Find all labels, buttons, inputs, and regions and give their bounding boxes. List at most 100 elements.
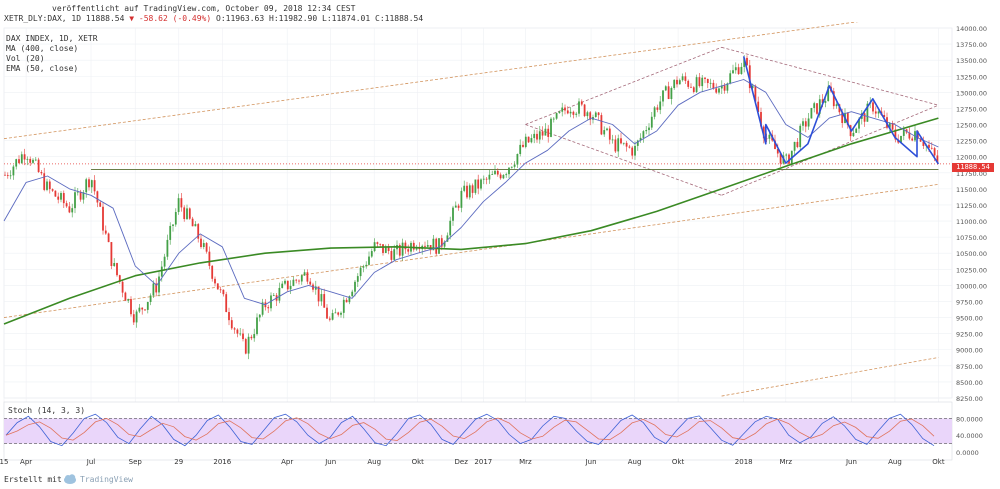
candle-body xyxy=(124,292,127,301)
ticker-line: XETR_DLY:DAX, 1D 11888.54 ▼ -58.62 (-0.4… xyxy=(4,14,423,23)
lower-trend-line xyxy=(721,357,939,397)
candle-body xyxy=(104,230,107,234)
ema50-line xyxy=(3,79,939,306)
candle-body xyxy=(76,191,79,193)
wedge-bottom-right xyxy=(721,104,939,196)
candle-body xyxy=(726,83,729,91)
stoch-tick-label: 40.0000 xyxy=(956,432,983,440)
candle-body xyxy=(214,278,216,284)
candle-body xyxy=(127,299,130,301)
grid-lines xyxy=(3,27,953,452)
candle-body xyxy=(138,307,141,312)
header-bar: veröffentlicht auf TradingView.com, Octo… xyxy=(0,0,1000,23)
candle-body xyxy=(760,112,762,127)
candle-body xyxy=(670,88,673,99)
candle-body xyxy=(197,224,200,239)
x-tick-label: Jun xyxy=(845,458,857,466)
candle-body xyxy=(18,159,20,163)
candle-body xyxy=(916,131,919,139)
candle-body xyxy=(96,191,99,203)
candle-body xyxy=(496,170,499,175)
candle-body xyxy=(289,285,292,290)
candle-body xyxy=(779,153,782,164)
candle-body xyxy=(169,225,172,240)
candle-body xyxy=(449,220,452,236)
candle-body xyxy=(664,86,667,91)
candle-body xyxy=(477,179,480,189)
candle-body xyxy=(796,141,799,148)
y-tick-label: 13500.00 xyxy=(956,57,987,65)
stoch-k-line xyxy=(5,413,935,447)
y-tick-label: 13750.00 xyxy=(956,41,987,49)
y-tick-label: 11250.00 xyxy=(956,202,987,210)
candle-body xyxy=(631,147,634,156)
candle-body xyxy=(267,307,270,309)
candle-body xyxy=(51,189,54,191)
last-value: 11888.54 xyxy=(85,14,125,23)
candle-body xyxy=(606,128,608,131)
x-tick-label: Okt xyxy=(412,458,425,466)
candle-body xyxy=(608,128,611,140)
candle-body xyxy=(216,283,219,290)
candle-body xyxy=(23,154,26,160)
candle-body xyxy=(90,180,93,188)
candle-body xyxy=(253,334,256,339)
candle-body xyxy=(566,110,569,114)
candle-body xyxy=(835,104,838,107)
x-tick-label: 2017 xyxy=(474,458,492,466)
candle-body xyxy=(20,154,23,163)
candle-body xyxy=(365,264,368,267)
candle-body xyxy=(499,174,502,179)
candle-body xyxy=(841,112,844,124)
candle-body xyxy=(463,185,466,191)
candle-body xyxy=(331,313,334,320)
candle-body xyxy=(818,99,821,114)
price-chart[interactable]: 14000.00 13750.00 13500.00 13250.00 13000.00… xyxy=(0,22,1000,467)
legend-ema: EMA (50, close) xyxy=(6,64,79,73)
wedge-top-right xyxy=(721,46,939,106)
candle-body xyxy=(594,112,597,117)
candle-body xyxy=(908,132,911,139)
candle-body xyxy=(572,111,575,115)
candle-body xyxy=(149,295,152,302)
y-tick-label: 12750.00 xyxy=(956,105,987,113)
candle-body xyxy=(359,267,362,277)
candle-body xyxy=(236,329,239,334)
candle-body xyxy=(919,138,922,142)
candle-body xyxy=(676,79,678,85)
candle-body xyxy=(684,76,687,81)
candle-body xyxy=(732,70,734,74)
x-tick-label: 15 xyxy=(0,458,8,466)
candle-body xyxy=(614,139,617,152)
candle-body xyxy=(292,279,295,286)
x-tick-label: 29 xyxy=(174,458,183,466)
candle-body xyxy=(250,336,253,339)
candle-body xyxy=(228,312,230,321)
candle-body xyxy=(480,179,482,189)
candle-body xyxy=(244,339,247,354)
candle-body xyxy=(270,295,272,309)
legend-ma: MA (400, close) xyxy=(6,44,79,53)
candle-body xyxy=(872,102,874,112)
candle-body xyxy=(802,121,804,126)
candle-body xyxy=(340,312,342,315)
brand-text[interactable]: TradingView xyxy=(80,475,133,484)
candle-body xyxy=(846,112,849,126)
candle-body xyxy=(583,104,586,117)
candle-body xyxy=(452,207,454,221)
low-value: L:11874.01 xyxy=(322,14,371,23)
candle-body xyxy=(65,203,68,207)
y-tick-label: 10000.00 xyxy=(956,282,987,290)
candle-body xyxy=(211,265,214,279)
candle-body xyxy=(160,266,163,277)
candle-body xyxy=(936,155,939,163)
candle-body xyxy=(144,309,146,311)
candle-body xyxy=(155,283,158,293)
candle-body xyxy=(191,218,194,227)
candle-body xyxy=(146,301,149,310)
candle-body xyxy=(272,295,275,297)
candle-body xyxy=(278,287,281,301)
x-tick-label: Aug xyxy=(888,458,902,466)
candle-body xyxy=(522,144,524,147)
candle-body xyxy=(37,159,40,173)
